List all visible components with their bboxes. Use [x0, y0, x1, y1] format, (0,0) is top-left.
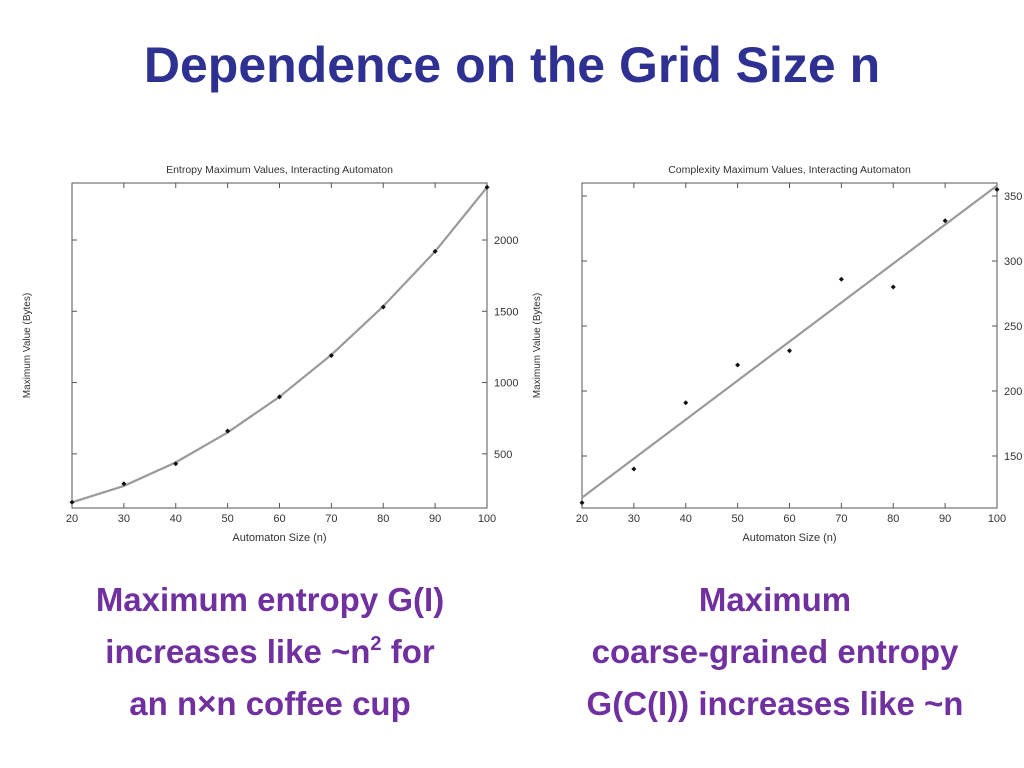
y-tick-label: 150	[1004, 451, 1022, 463]
x-tick-label: 100	[478, 513, 496, 525]
x-tick-label: 90	[429, 513, 441, 525]
x-tick-label: 90	[939, 513, 951, 525]
x-tick-label: 50	[222, 513, 234, 525]
x-tick-label: 70	[835, 513, 847, 525]
y-axis-label: Maximum Value (Bytes)	[532, 293, 543, 398]
chart-title: Complexity Maximum Values, Interacting A…	[668, 164, 911, 176]
fit-line	[581, 184, 998, 499]
data-point	[631, 466, 637, 472]
data-point	[277, 394, 282, 400]
y-tick-label: 500	[494, 449, 512, 461]
y-tick-label: 350	[1004, 191, 1022, 203]
y-tick-label: 200	[1004, 386, 1022, 398]
x-tick-label: 20	[576, 513, 588, 525]
data-point	[994, 187, 1000, 192]
data-point	[380, 304, 386, 310]
y-tick-label: 250	[1004, 321, 1022, 333]
x-tick-label: 80	[887, 513, 899, 525]
data-point	[484, 184, 490, 190]
data-point	[225, 428, 231, 434]
caption-entropy-line2-post: for	[381, 633, 435, 670]
y-tick-label: 1500	[494, 306, 518, 318]
data-point	[328, 352, 334, 358]
slide-title: Dependence on the Grid Size n	[143, 37, 881, 93]
data-point	[121, 481, 127, 487]
x-tick-label: 30	[628, 513, 640, 525]
x-tick-label: 60	[273, 513, 285, 525]
caption-entropy-line2: increases like ~n2 for	[30, 626, 510, 678]
x-tick-label: 80	[377, 513, 389, 525]
y-axis-label: Maximum Value (Bytes)	[22, 293, 33, 398]
y-tick-label: 2000	[494, 235, 518, 247]
y-tick-label: 300	[1004, 256, 1022, 268]
data-point	[579, 500, 585, 506]
entropy-chart: Entropy Maximum Values, Interacting Auto…	[22, 164, 518, 544]
caption-entropy-line2-pre: increases like ~n	[105, 633, 371, 670]
caption-complexity-line3: G(C(I)) increases like ~n	[586, 685, 964, 722]
x-axis-label: Automaton Size (n)	[742, 532, 836, 544]
data-point	[69, 499, 75, 505]
x-axis-label: Automaton Size (n)	[232, 532, 326, 544]
data-point	[787, 348, 792, 354]
data-point	[683, 400, 689, 406]
caption-entropy-line3: an n×n coffee cup	[129, 685, 411, 722]
data-point	[942, 218, 948, 224]
data-point	[838, 276, 844, 282]
data-point	[173, 461, 179, 467]
data-point	[432, 248, 438, 254]
x-tick-label: 40	[680, 513, 692, 525]
caption-entropy-exponent: 2	[370, 633, 382, 655]
x-tick-label: 100	[988, 513, 1006, 525]
x-tick-label: 70	[325, 513, 337, 525]
chart-title: Entropy Maximum Values, Interacting Auto…	[166, 164, 393, 176]
caption-complexity-line1: Maximum	[698, 581, 852, 618]
x-tick-label: 60	[783, 513, 795, 525]
complexity-chart: Complexity Maximum Values, Interacting A…	[532, 164, 1022, 544]
caption-entropy: Maximum entropy G(I) increases like ~n2 …	[30, 574, 510, 730]
x-tick-label: 30	[118, 513, 130, 525]
x-tick-label: 40	[170, 513, 182, 525]
fit-curve	[71, 186, 488, 504]
data-point	[735, 362, 741, 368]
plot-frame	[71, 182, 488, 509]
data-point	[890, 284, 896, 290]
caption-complexity-line2: coarse-grained entropy	[591, 633, 959, 670]
x-tick-label: 50	[732, 513, 744, 525]
caption-entropy-line1: Maximum entropy G(I)	[95, 581, 445, 618]
y-tick-label: 1000	[494, 378, 518, 390]
x-tick-label: 20	[66, 513, 78, 525]
caption-complexity: Maximum coarse-grained entropy G(C(I)) i…	[535, 574, 1015, 730]
